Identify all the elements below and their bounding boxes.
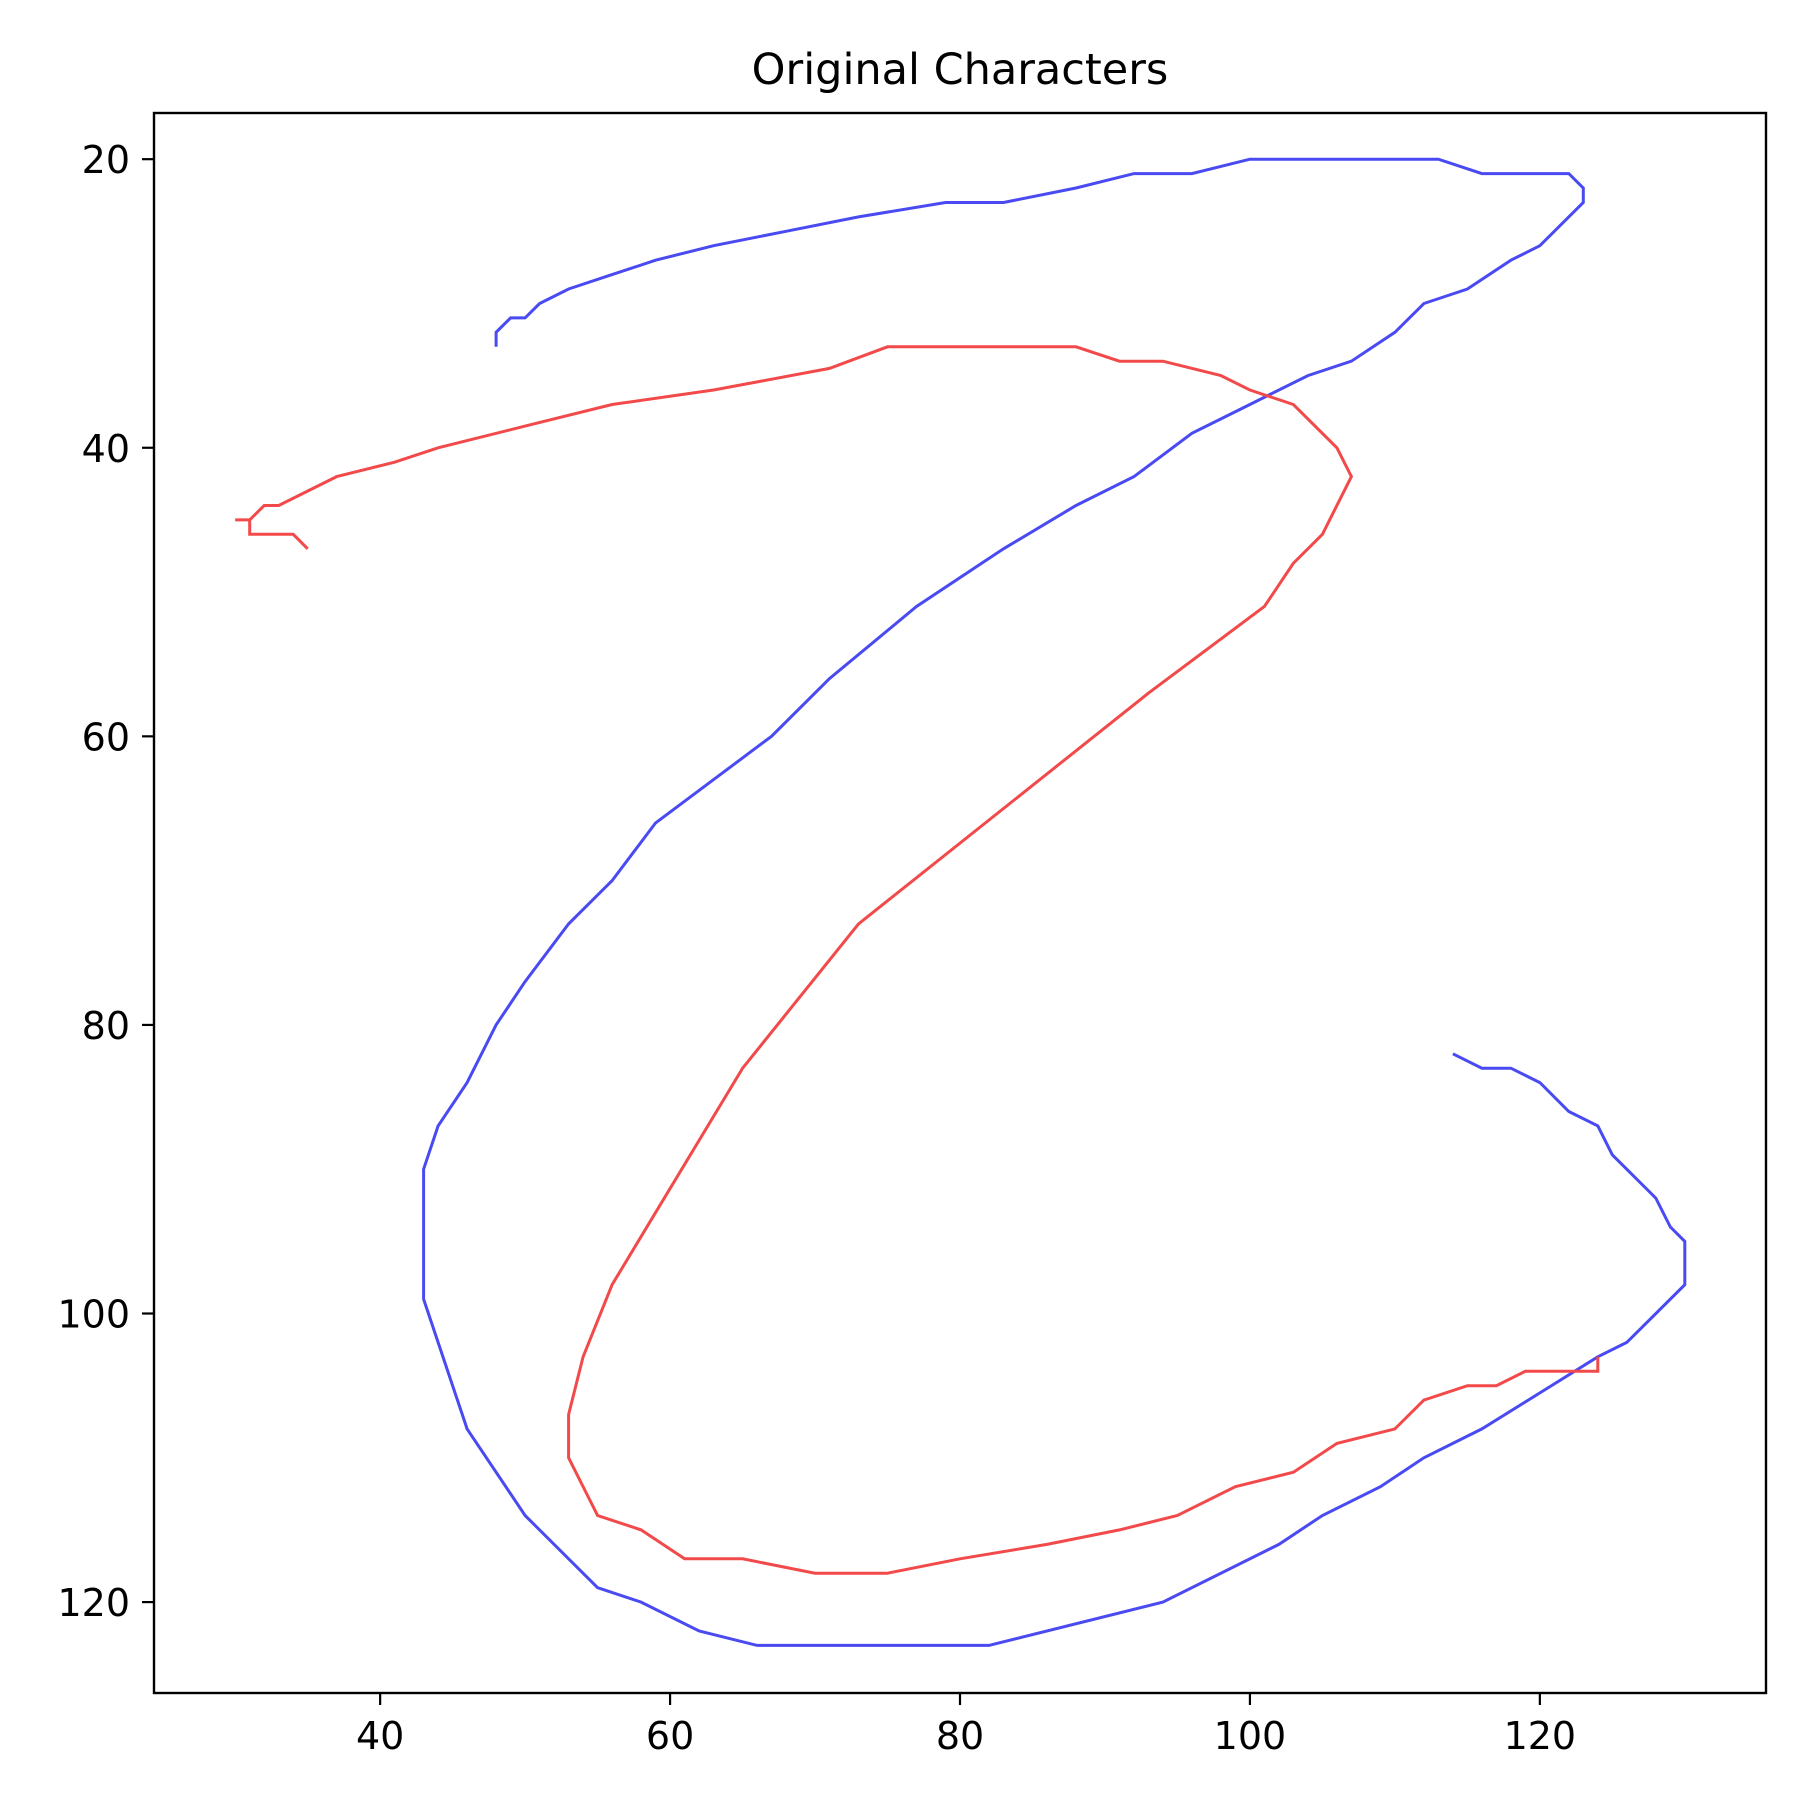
y-axis-ticks: 20 40 60 80 100 120: [57, 138, 154, 1625]
x-tick-label: 120: [1504, 1714, 1577, 1758]
x-axis-ticks: 40 60 80 100 120: [356, 1693, 1576, 1758]
x-tick-label: 100: [1214, 1714, 1287, 1758]
stroke-series-2: [235, 345, 1600, 1575]
series-layer: [235, 157, 1687, 1647]
x-tick-label: 80: [936, 1714, 984, 1758]
plot-frame: [152, 111, 1768, 1695]
y-tick-label: 80: [82, 1004, 130, 1048]
x-tick-label: 60: [646, 1714, 694, 1758]
y-tick-label: 20: [82, 138, 130, 182]
y-tick-label: 100: [57, 1293, 130, 1337]
chart-title: Original Characters: [752, 45, 1169, 95]
stroke-series-1: [422, 157, 1687, 1647]
y-tick-label: 40: [82, 427, 130, 471]
y-tick-label: 60: [82, 715, 130, 759]
x-tick-label: 40: [356, 1714, 404, 1758]
y-tick-label: 120: [57, 1581, 130, 1625]
